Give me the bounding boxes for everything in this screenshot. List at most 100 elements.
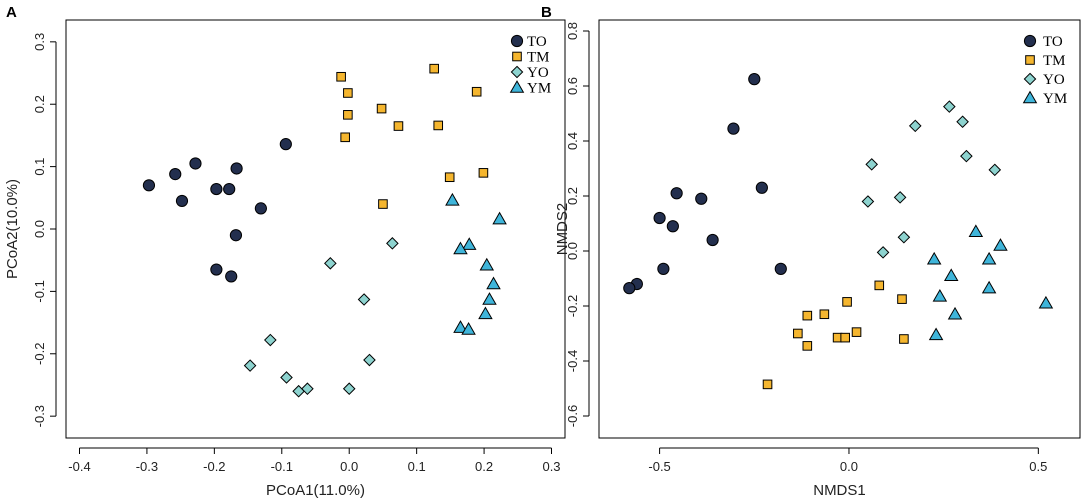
panel-label: A xyxy=(6,4,17,21)
chart-panel-b: B -0.5 0.0 0.5 -0.6 -0.4 -0.2 0.0 0.2 0.4 0.6 0.8 NM… xyxy=(541,4,1081,499)
legend-marker-tm xyxy=(1025,55,1035,65)
data-point-tm xyxy=(899,334,909,344)
legend-label-yo: YO xyxy=(527,65,549,81)
plot-frame xyxy=(65,19,566,439)
data-point-yo xyxy=(908,119,922,133)
data-point-tm xyxy=(840,332,850,343)
data-point-yo xyxy=(280,371,293,384)
data-point-tm xyxy=(340,132,350,143)
data-point-tm xyxy=(433,120,444,131)
x-tick-label: 0.2 xyxy=(475,459,493,474)
chart-panel-a: A -0.4 -0.3 -0.2 -0.1 0.0 0.1 0.2 0.3 -0.3 -0.2 -0.… xyxy=(4,4,566,499)
legend-marker-to xyxy=(510,34,524,48)
x-tick-label: 0.0 xyxy=(840,459,858,474)
data-point-yo xyxy=(264,333,277,347)
data-point-to xyxy=(229,229,243,242)
data-point-to xyxy=(666,220,679,233)
data-point-ym xyxy=(486,276,501,290)
legend-marker-yo xyxy=(510,65,524,79)
series-tm xyxy=(336,63,489,209)
data-point-ym xyxy=(981,280,997,294)
data-point-tm xyxy=(478,168,489,178)
data-point-ym xyxy=(453,320,468,333)
data-point-tm xyxy=(897,294,907,304)
data-point-yo xyxy=(897,230,911,244)
data-point-tm xyxy=(842,297,852,307)
data-point-ym xyxy=(482,292,497,305)
y-axis-title: NMDS2 xyxy=(554,203,571,256)
y-tick-label: 0.3 xyxy=(32,33,47,51)
data-point-yo xyxy=(893,191,907,204)
x-tick-label: 0.3 xyxy=(542,459,560,474)
data-point-yo xyxy=(960,149,973,163)
data-point-yo xyxy=(943,100,956,113)
data-point-yo xyxy=(386,237,399,250)
data-point-to xyxy=(210,263,223,276)
legend-marker-tm xyxy=(512,51,522,62)
data-point-yo xyxy=(363,353,376,367)
data-point-tm xyxy=(874,280,885,291)
data-point-to xyxy=(225,270,238,283)
legend-marker-yo xyxy=(1023,72,1037,86)
data-point-yo xyxy=(861,195,875,208)
data-point-ym xyxy=(932,288,948,302)
data-point-ym xyxy=(926,251,942,265)
y-tick-label: 0.2 xyxy=(32,95,47,113)
data-point-to xyxy=(657,262,670,275)
data-point-ym xyxy=(928,327,944,341)
series-ym xyxy=(926,224,1054,341)
data-point-to xyxy=(254,202,267,215)
legend-label-ym: YM xyxy=(527,81,551,97)
y-tick-label: -0.6 xyxy=(565,405,580,427)
data-point-ym xyxy=(993,238,1008,251)
series-yo xyxy=(861,100,1002,259)
data-point-to xyxy=(142,179,156,192)
data-point-ym xyxy=(478,306,493,320)
legend-marker-to xyxy=(1023,34,1037,48)
x-tick-label: -0.5 xyxy=(648,459,670,474)
data-point-to xyxy=(695,192,708,205)
data-point-yo xyxy=(342,382,356,396)
data-point-to xyxy=(774,262,787,275)
series-yo xyxy=(243,237,399,398)
data-point-to xyxy=(706,233,719,247)
y-tick-label: -0.3 xyxy=(32,405,47,427)
data-point-yo xyxy=(357,293,371,306)
data-point-tm xyxy=(376,103,387,114)
legend-marker-ym xyxy=(509,80,525,93)
data-point-ym xyxy=(968,224,984,238)
data-point-to xyxy=(189,157,202,170)
data-point-to xyxy=(223,182,236,196)
x-tick-label: -0.4 xyxy=(68,459,90,474)
data-point-yo xyxy=(988,163,1002,177)
y-tick-label: 0.0 xyxy=(32,220,47,238)
legend-marker-ym xyxy=(1022,90,1038,104)
x-tick-label: -0.3 xyxy=(136,459,158,474)
data-point-tm xyxy=(429,63,439,74)
data-point-tm xyxy=(444,172,455,183)
data-point-ym xyxy=(461,237,477,250)
data-point-yo xyxy=(956,115,969,129)
legend-label-tm: TM xyxy=(1043,53,1066,69)
x-tick-label: -0.1 xyxy=(271,459,293,474)
data-point-ym xyxy=(445,192,460,206)
data-point-to xyxy=(210,182,223,196)
data-point-tm xyxy=(762,379,773,390)
y-tick-label: -0.2 xyxy=(32,343,47,365)
data-point-tm xyxy=(851,327,862,337)
data-point-tm xyxy=(343,88,353,98)
data-point-yo xyxy=(876,246,890,259)
data-point-ym xyxy=(492,211,507,225)
data-point-ym xyxy=(1038,295,1054,309)
data-point-ym xyxy=(943,268,959,282)
x-tick-label: 0.1 xyxy=(408,459,426,474)
data-point-to xyxy=(169,167,182,181)
data-point-tm xyxy=(343,110,353,120)
series-tm xyxy=(762,280,909,390)
data-point-tm xyxy=(336,71,346,82)
data-point-to xyxy=(670,187,683,200)
series-to xyxy=(142,138,292,283)
